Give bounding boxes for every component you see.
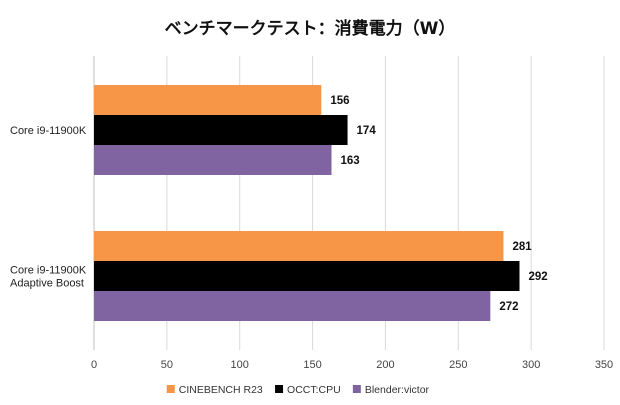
- bar: [94, 261, 520, 291]
- legend-swatch: [166, 385, 175, 393]
- legend-swatch: [352, 385, 361, 393]
- data-label: 174: [357, 125, 377, 137]
- legend-label: OCCT:CPU: [287, 384, 341, 396]
- category-label: Core i9-11900K Adaptive Boost: [10, 265, 87, 290]
- x-tick-label: 200: [376, 359, 394, 371]
- x-tick-label: 50: [161, 359, 173, 371]
- x-tick-label: 350: [595, 359, 613, 371]
- data-label: 272: [499, 301, 518, 313]
- legend-swatch: [275, 385, 284, 393]
- category-label-line: Adaptive Boost: [10, 278, 84, 290]
- data-label: 156: [330, 95, 349, 107]
- x-tick-label: 100: [231, 359, 249, 371]
- data-label: 281: [512, 241, 532, 253]
- category-label-line: Core i9-11900K: [10, 265, 87, 277]
- chart-title: ベンチマークテスト：消費電力（W）: [164, 19, 456, 39]
- bar: [94, 291, 491, 321]
- bar: [94, 145, 332, 175]
- bar: [94, 115, 348, 145]
- data-label: 163: [341, 155, 360, 167]
- category-label-line: Core i9-11900K: [10, 125, 87, 137]
- x-tick-label: 250: [449, 359, 467, 371]
- bar: [94, 85, 322, 115]
- x-tick-label: 300: [522, 359, 540, 371]
- x-tick-label: 150: [303, 359, 321, 371]
- legend-label: Blender:victor: [365, 384, 430, 396]
- legend-label: CINEBENCH R23: [179, 384, 263, 396]
- data-label: 292: [528, 271, 547, 283]
- bar: [94, 231, 504, 261]
- category-label: Core i9-11900K: [10, 125, 87, 137]
- x-tick-label: 0: [91, 359, 97, 371]
